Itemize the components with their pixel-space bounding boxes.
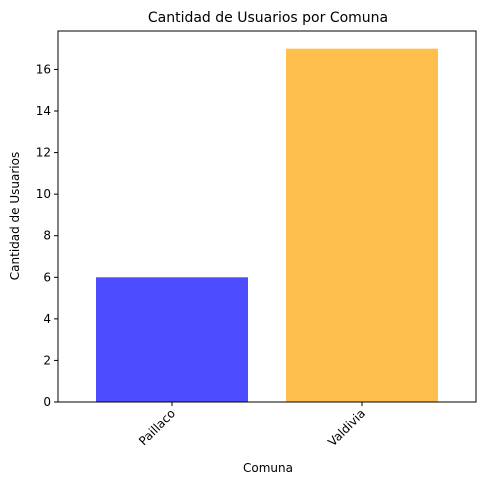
y-tick-label: 12 [36, 146, 51, 160]
x-axis-label: Comuna [243, 461, 293, 475]
y-tick-label: 4 [43, 312, 51, 326]
x-tick-label: Paillaco [136, 406, 178, 448]
y-tick-label: 8 [43, 229, 51, 243]
chart-title: Cantidad de Usuarios por Comuna [148, 10, 388, 26]
plot-frame [57, 30, 477, 403]
y-tick-label: 2 [43, 353, 51, 367]
y-tick-label: 16 [36, 62, 51, 76]
y-tick-label: 14 [36, 104, 51, 118]
bars-group [96, 48, 438, 403]
y-axis-label: Cantidad de Usuarios [8, 152, 22, 280]
y-axis: 0 2 4 6 8 10 12 14 16 [36, 62, 58, 409]
x-axis: Paillaco Valdivia [136, 402, 368, 449]
y-tick-label: 10 [36, 187, 51, 201]
bar-valdivia [286, 48, 438, 403]
y-tick-label: 0 [43, 395, 51, 409]
x-tick-label: Valdivia [325, 406, 368, 449]
y-tick-label: 6 [43, 270, 51, 284]
bar-paillaco [96, 277, 248, 402]
